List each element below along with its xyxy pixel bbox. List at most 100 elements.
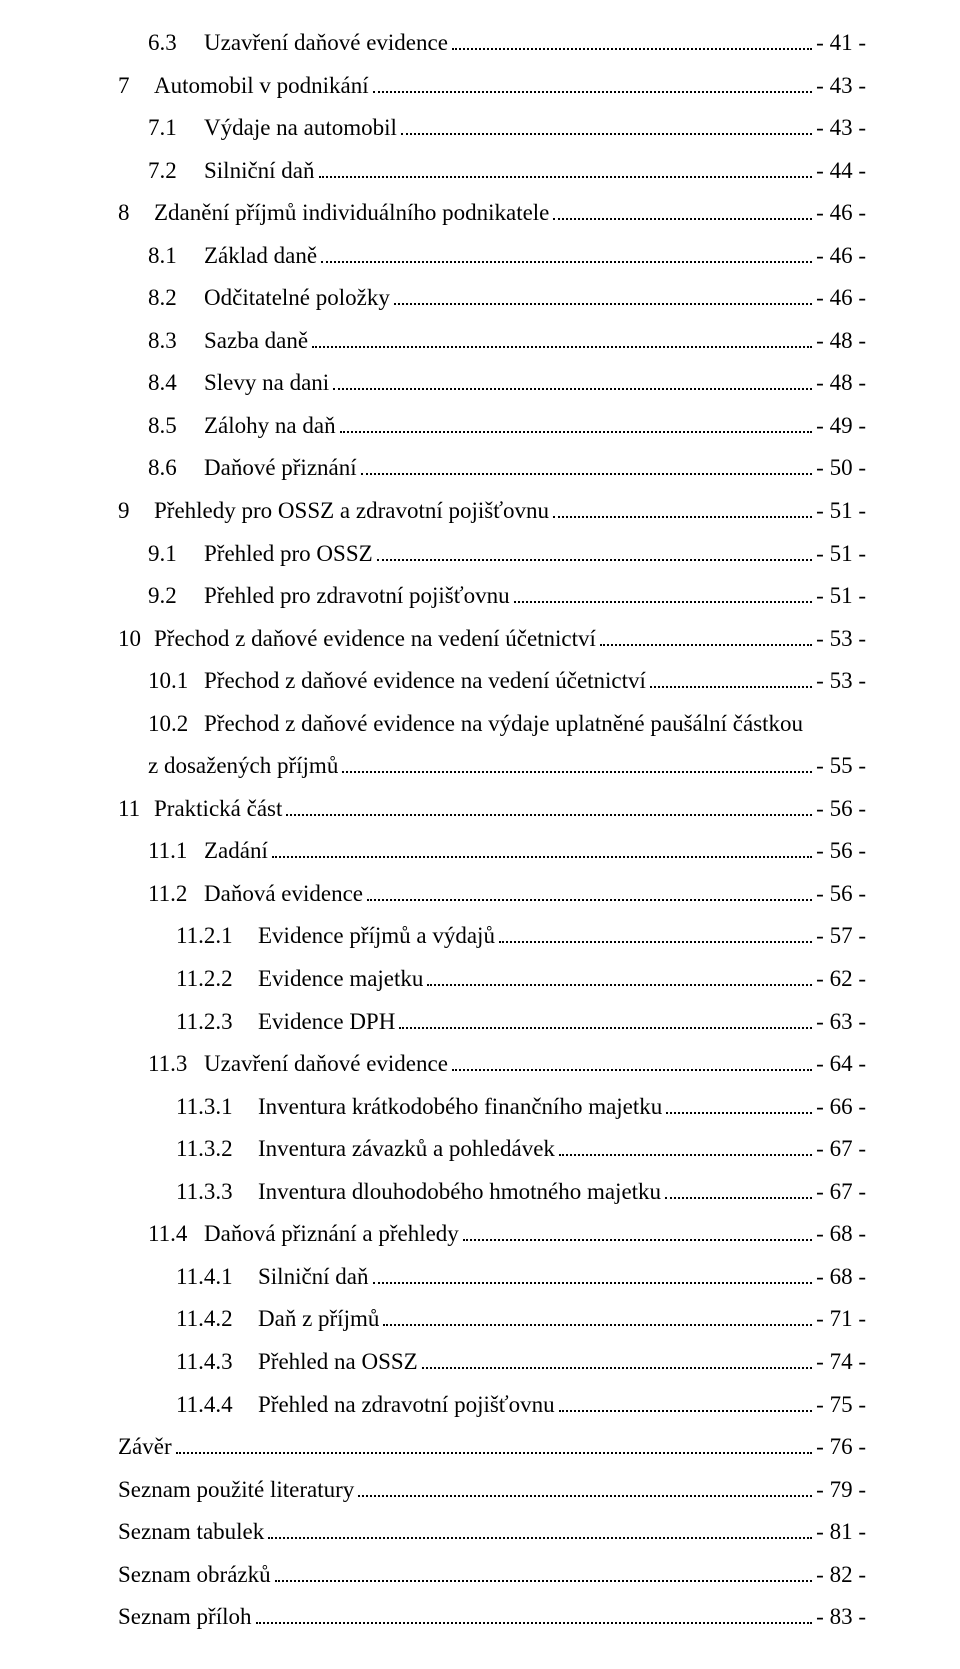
toc-title: Přechod z daňové evidence na vedení účet…: [204, 660, 646, 703]
toc-page: - 51 -: [816, 575, 866, 618]
toc-leader-dots: [499, 929, 812, 944]
toc-page: - 79 -: [816, 1469, 866, 1512]
toc-number: 6.3: [148, 22, 204, 65]
toc-entry: 7Automobil v podnikání - 43 -: [118, 65, 866, 108]
toc-number: 11.1: [148, 830, 204, 873]
toc-leader-dots: [367, 886, 812, 901]
toc-page: - 48 -: [816, 320, 866, 363]
toc-entry: Seznam obrázků- 82 -: [118, 1554, 866, 1597]
toc-leader-dots: [256, 1610, 813, 1625]
toc-leader-dots: [342, 759, 812, 774]
toc-leader-dots: [319, 163, 813, 178]
toc-title: Automobil v podnikání: [154, 65, 369, 108]
toc-number: 11.4.2: [176, 1298, 258, 1341]
toc-leader-dots: [321, 248, 812, 263]
toc-title: Odčitatelné položky: [204, 277, 390, 320]
toc-number: 8.2: [148, 277, 204, 320]
toc-title: Evidence majetku: [258, 958, 423, 1001]
toc-page: - 56 -: [816, 788, 866, 831]
toc-leader-dots: [377, 546, 813, 561]
toc-page: - 68 -: [816, 1213, 866, 1256]
toc-page: - 67 -: [816, 1128, 866, 1171]
toc-page: - 49 -: [816, 405, 866, 448]
toc-entry: 10.1Přechod z daňové evidence na vedení …: [118, 660, 866, 703]
toc-leader-dots: [452, 35, 812, 50]
toc-title: Evidence DPH: [258, 1001, 395, 1044]
toc-entry: 6.3Uzavření daňové evidence- 41 -: [118, 22, 866, 65]
toc-page: - 57 -: [816, 915, 866, 958]
toc-page: - 66 -: [816, 1086, 866, 1129]
toc-number: 11.2.3: [176, 1001, 258, 1044]
toc-page: - 44 -: [816, 150, 866, 193]
toc-page: - 46 -: [816, 192, 866, 235]
toc-entry: 8.6Daňové přiznání- 50 -: [118, 447, 866, 490]
toc-title: Daňová přiznání a přehledy: [204, 1213, 459, 1256]
toc-entry: 11.2.1Evidence příjmů a výdajů- 57 -: [118, 915, 866, 958]
toc-leader-dots: [463, 1227, 812, 1242]
toc-page: - 83 -: [816, 1596, 866, 1639]
toc-page: - 75 -: [816, 1384, 866, 1427]
toc-title: Přechod z daňové evidence na výdaje upla…: [204, 703, 866, 746]
toc-number: 7: [118, 65, 154, 108]
toc-number: 7.1: [148, 107, 204, 150]
toc-number: 10: [118, 618, 154, 661]
toc-leader-dots: [286, 801, 812, 816]
toc-title: Zdanění příjmů individuálního podnikatel…: [154, 192, 549, 235]
toc-entry: 8.5Zálohy na daň- 49 -: [118, 405, 866, 448]
toc-title: Silniční daň: [204, 150, 315, 193]
toc-page: - 82 -: [816, 1554, 866, 1597]
toc-leader-dots: [358, 1482, 812, 1497]
toc-title: Silniční daň: [258, 1256, 369, 1299]
toc-page: - 43 -: [816, 107, 866, 150]
toc-title: Seznam tabulek: [118, 1511, 264, 1554]
toc-leader-dots: [176, 1439, 813, 1454]
toc-title: Praktická část: [154, 788, 282, 831]
toc-leader-dots: [422, 1354, 812, 1369]
toc-leader-dots: [383, 1312, 812, 1327]
toc-entry: 11.3Uzavření daňové evidence- 64 -: [118, 1043, 866, 1086]
toc-entry: 11.1Zadání- 56 -: [118, 830, 866, 873]
toc-entry: 8.2Odčitatelné položky- 46 -: [118, 277, 866, 320]
toc-entry: 11.2.3Evidence DPH - 63 -: [118, 1001, 866, 1044]
toc-entry: 11.2Daňová evidence- 56 -: [118, 873, 866, 916]
toc-title: Evidence příjmů a výdajů: [258, 915, 495, 958]
toc-page: - 68 -: [816, 1256, 866, 1299]
toc-number: 11.4.1: [176, 1256, 258, 1299]
toc-leader-dots: [312, 333, 812, 348]
toc-title: Daňové přiznání: [204, 447, 357, 490]
toc-leader-dots: [553, 503, 812, 518]
toc-number: 8.3: [148, 320, 204, 363]
toc-entry: 11.4Daňová přiznání a přehledy- 68 -: [118, 1213, 866, 1256]
toc-number: 11.3.1: [176, 1086, 258, 1129]
toc-entry: Seznam příloh- 83 -: [118, 1596, 866, 1639]
toc-entry: 11.4.2Daň z příjmů- 71 -: [118, 1298, 866, 1341]
toc-page: - 43 -: [816, 65, 866, 108]
toc-page: - 53 -: [816, 660, 866, 703]
toc-number: 11.2.2: [176, 958, 258, 1001]
toc-entry: Závěr- 76 -: [118, 1426, 866, 1469]
toc-entry: 10Přechod z daňové evidence na vedení úč…: [118, 618, 866, 661]
toc-leader-dots: [333, 376, 812, 391]
toc-page: - 71 -: [816, 1298, 866, 1341]
toc-leader-dots: [514, 588, 813, 603]
toc-entry: 7.1Výdaje na automobil- 43 -: [118, 107, 866, 150]
toc-entry: 8Zdanění příjmů individuálního podnikate…: [118, 192, 866, 235]
toc-page: - 63 -: [816, 1001, 866, 1044]
toc-title: Slevy na dani: [204, 362, 329, 405]
toc-entry: Seznam použité literatury- 79 -: [118, 1469, 866, 1512]
toc-entry: 11.3.1Inventura krátkodobého finančního …: [118, 1086, 866, 1129]
toc-number: 8.1: [148, 235, 204, 278]
toc-page: - 48 -: [816, 362, 866, 405]
toc-title: Přehled pro OSSZ: [204, 533, 373, 576]
toc-number: 9.1: [148, 533, 204, 576]
toc-entry: Seznam tabulek- 81 -: [118, 1511, 866, 1554]
toc-number: 11.4.4: [176, 1384, 258, 1427]
toc-entry: 11.2.2Evidence majetku- 62 -: [118, 958, 866, 1001]
toc-entry: 11.3.2Inventura závazků a pohledávek- 67…: [118, 1128, 866, 1171]
toc-leader-dots: [452, 1056, 812, 1071]
toc-entry: 8.3Sazba daně- 48 -: [118, 320, 866, 363]
toc-number: 9: [118, 490, 154, 533]
toc-page: - 50 -: [816, 447, 866, 490]
toc-leader-dots: [600, 631, 812, 646]
toc-number: 11.3.3: [176, 1171, 258, 1214]
